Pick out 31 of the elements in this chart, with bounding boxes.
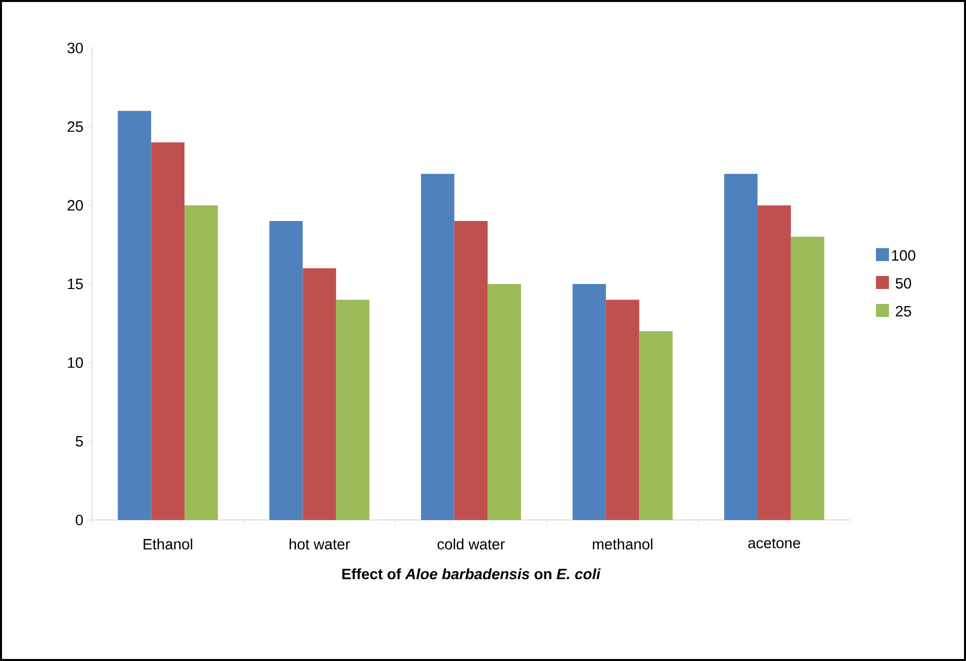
- bar: [151, 142, 184, 520]
- x-tick-label: hot water: [290, 538, 350, 550]
- bar: [118, 110, 152, 520]
- x-tick-label: methanol: [592, 538, 652, 550]
- y-tick-label: 10: [68, 357, 83, 368]
- y-tick-label: 0: [76, 514, 83, 526]
- bar: [302, 268, 336, 520]
- legend-label: 50: [896, 278, 912, 289]
- x-axis-title: Effect of Aloe barbadensis on E. coli: [342, 568, 601, 580]
- bar: [572, 284, 606, 520]
- y-tick-label: 25: [68, 121, 83, 132]
- bar: [606, 300, 640, 520]
- legend-label: 100: [892, 250, 916, 261]
- bar: [420, 174, 454, 520]
- x-tick-label: acetone: [748, 538, 800, 548]
- x-tick-label: cold water: [438, 538, 505, 550]
- y-tick-label: 30: [67, 42, 83, 54]
- bar: [639, 331, 673, 520]
- bar: [454, 221, 488, 520]
- y-tick-label: 15: [68, 278, 83, 290]
- x-tick-label: Ethanol: [144, 538, 192, 550]
- legend-label: 25: [896, 306, 912, 317]
- bar: [184, 205, 218, 520]
- bar: [269, 221, 303, 520]
- bar: [790, 236, 824, 520]
- y-tick-label: 20: [68, 200, 83, 211]
- bar: [488, 284, 522, 520]
- bar: [336, 300, 370, 520]
- bar: [724, 174, 758, 520]
- bar: [758, 205, 791, 520]
- y-tick-label: 5: [76, 436, 83, 447]
